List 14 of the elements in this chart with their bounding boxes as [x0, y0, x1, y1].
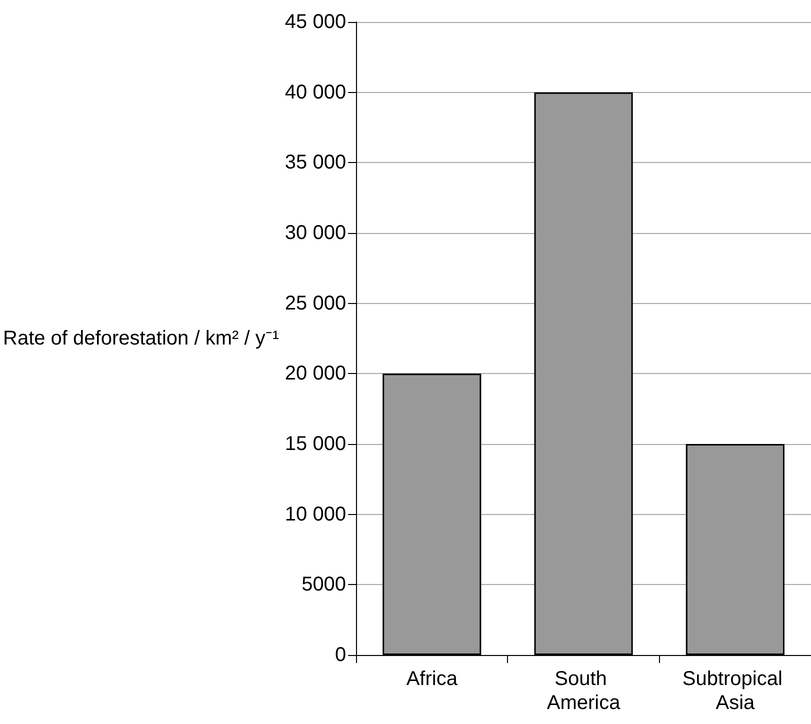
- y-tick-label: 40 000: [284, 81, 346, 104]
- y-tick-label: 30 000: [284, 222, 346, 244]
- y-tick-label: 0: [334, 644, 346, 666]
- y-tick-label: 45 000: [284, 11, 346, 33]
- y-axis-title: Rate of deforestation / km² / y⁻¹: [3, 328, 280, 350]
- y-tick-label: 10 000: [284, 503, 346, 526]
- y-tick-label: 5000: [302, 574, 346, 596]
- x-tick-label: Africa: [406, 668, 458, 690]
- y-tick-label: 35 000: [284, 152, 346, 174]
- y-tick-label: 15 000: [284, 433, 346, 455]
- x-tick-label: South America: [546, 668, 622, 714]
- y-tick-label: 25 000: [284, 292, 346, 314]
- y-tick-label: 20 000: [284, 362, 346, 385]
- x-tick-label: Subtropical Asia: [682, 668, 788, 714]
